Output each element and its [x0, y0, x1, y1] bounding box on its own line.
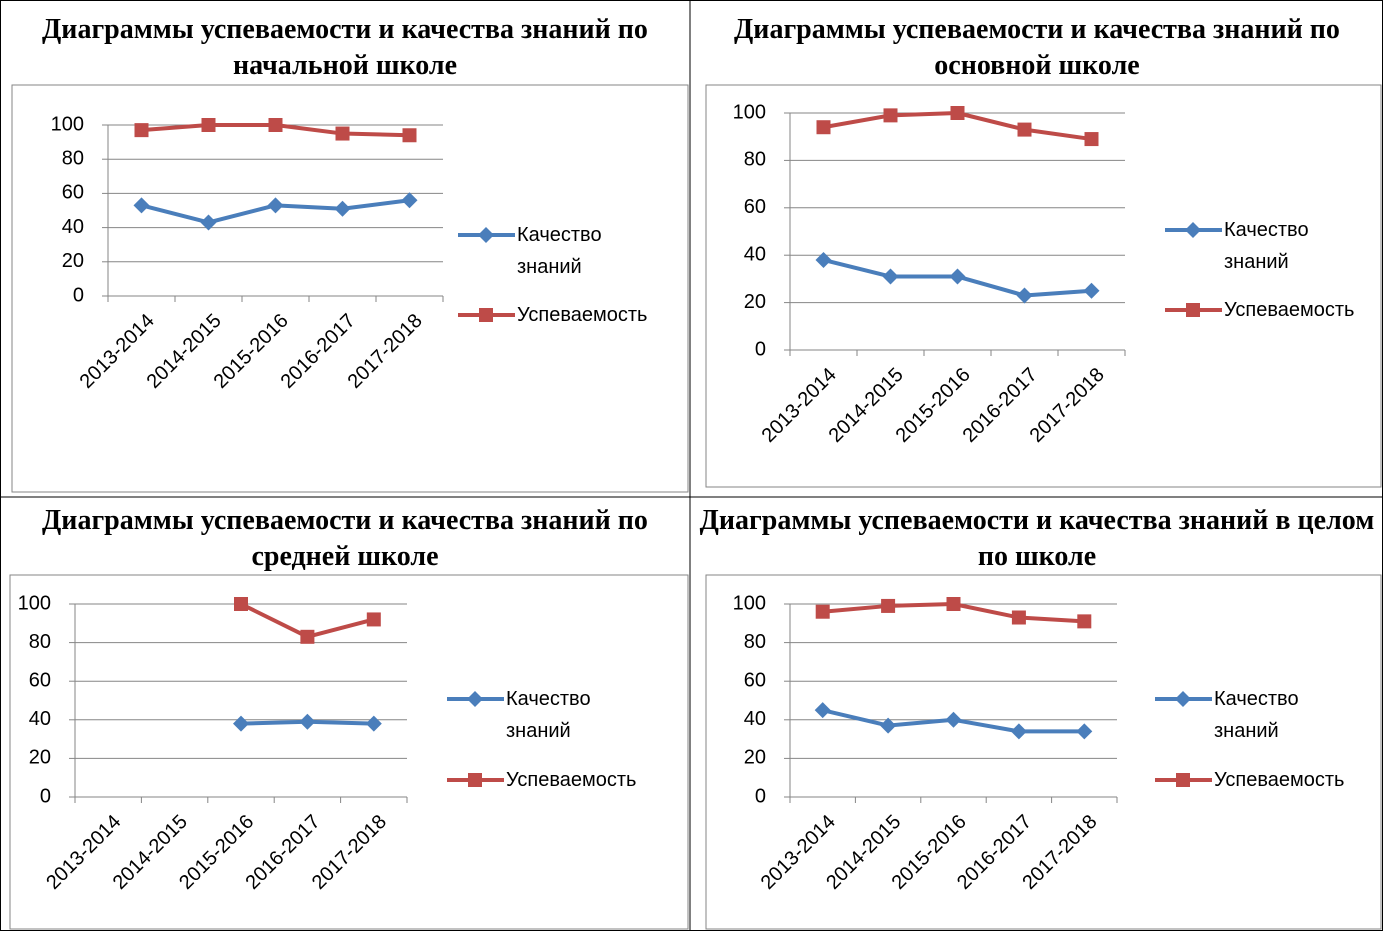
marker [945, 711, 962, 728]
marker [1011, 610, 1026, 625]
y-tick-label: 60 [744, 669, 766, 691]
marker [478, 227, 494, 243]
marker [883, 108, 898, 123]
marker [1076, 723, 1093, 740]
legend-label: Успеваемость [1224, 299, 1355, 321]
marker [267, 197, 284, 214]
y-tick-label: 20 [744, 747, 766, 769]
marker [1176, 773, 1190, 787]
y-tick-label: 80 [29, 631, 51, 653]
marker [815, 604, 830, 619]
marker [366, 612, 381, 627]
marker [814, 702, 831, 719]
marker [949, 268, 966, 285]
marker [1175, 691, 1191, 707]
y-tick-label: 20 [744, 291, 766, 313]
marker [1010, 723, 1027, 740]
y-tick-label: 60 [744, 196, 766, 218]
chart-area [705, 84, 1382, 488]
marker [1084, 132, 1099, 147]
marker [334, 200, 351, 217]
legend-label: Успеваемость [517, 304, 648, 326]
chart-area [9, 574, 689, 930]
marker [1017, 122, 1032, 137]
chart-area [11, 84, 689, 493]
marker [950, 106, 965, 120]
y-tick-label: 40 [62, 216, 84, 238]
marker [946, 597, 961, 611]
y-tick-label: 20 [29, 747, 51, 769]
y-tick-label: 100 [733, 101, 766, 123]
marker [467, 691, 483, 707]
y-tick-label: 20 [62, 250, 84, 272]
marker [402, 128, 417, 143]
marker [201, 118, 216, 132]
marker [1185, 222, 1201, 238]
marker [234, 597, 248, 611]
marker [365, 715, 382, 732]
marker [815, 251, 832, 268]
chart-title: Диаграммы успеваемости и качества знаний… [42, 14, 648, 81]
marker [300, 629, 315, 644]
marker [134, 123, 149, 138]
marker [1083, 282, 1100, 299]
marker [299, 713, 316, 730]
marker [1186, 303, 1200, 317]
y-tick-label: 0 [73, 284, 84, 306]
legend-label: Качество знаний [1224, 219, 1309, 273]
y-tick-label: 40 [29, 708, 51, 730]
marker [401, 192, 418, 209]
marker [133, 197, 150, 214]
y-tick-label: 100 [18, 592, 51, 614]
y-tick-label: 0 [755, 338, 766, 360]
marker [200, 214, 217, 231]
marker [479, 308, 493, 322]
chart-title: Диаграммы успеваемости и качества знаний… [699, 505, 1375, 572]
marker [882, 268, 899, 285]
y-tick-label: 60 [62, 182, 84, 204]
y-tick-label: 80 [744, 631, 766, 653]
marker [880, 717, 897, 734]
marker [335, 126, 350, 141]
marker [1016, 287, 1033, 304]
y-tick-label: 80 [62, 147, 84, 169]
legend-label: Качество знаний [1214, 688, 1299, 742]
y-tick-label: 0 [40, 785, 51, 807]
chart-area [705, 574, 1382, 930]
legend-label: Качество знаний [517, 224, 602, 278]
y-tick-label: 60 [29, 669, 51, 691]
chart-title: Диаграммы успеваемости и качества знаний… [42, 505, 648, 572]
chart-title: Диаграммы успеваемости и качества знаний… [734, 14, 1340, 81]
y-tick-label: 40 [744, 243, 766, 265]
marker [233, 715, 249, 732]
y-tick-label: 100 [733, 592, 766, 614]
legend-label: Успеваемость [1214, 769, 1345, 791]
legend-label: Успеваемость [506, 769, 637, 791]
marker [816, 120, 831, 135]
y-tick-label: 80 [744, 149, 766, 171]
y-tick-label: 0 [755, 785, 766, 807]
marker [1077, 614, 1092, 629]
marker [468, 773, 482, 787]
marker [268, 118, 283, 132]
marker [881, 598, 896, 613]
legend-label: Качество знаний [506, 688, 591, 742]
y-tick-label: 40 [744, 708, 766, 730]
y-tick-label: 100 [51, 113, 84, 135]
